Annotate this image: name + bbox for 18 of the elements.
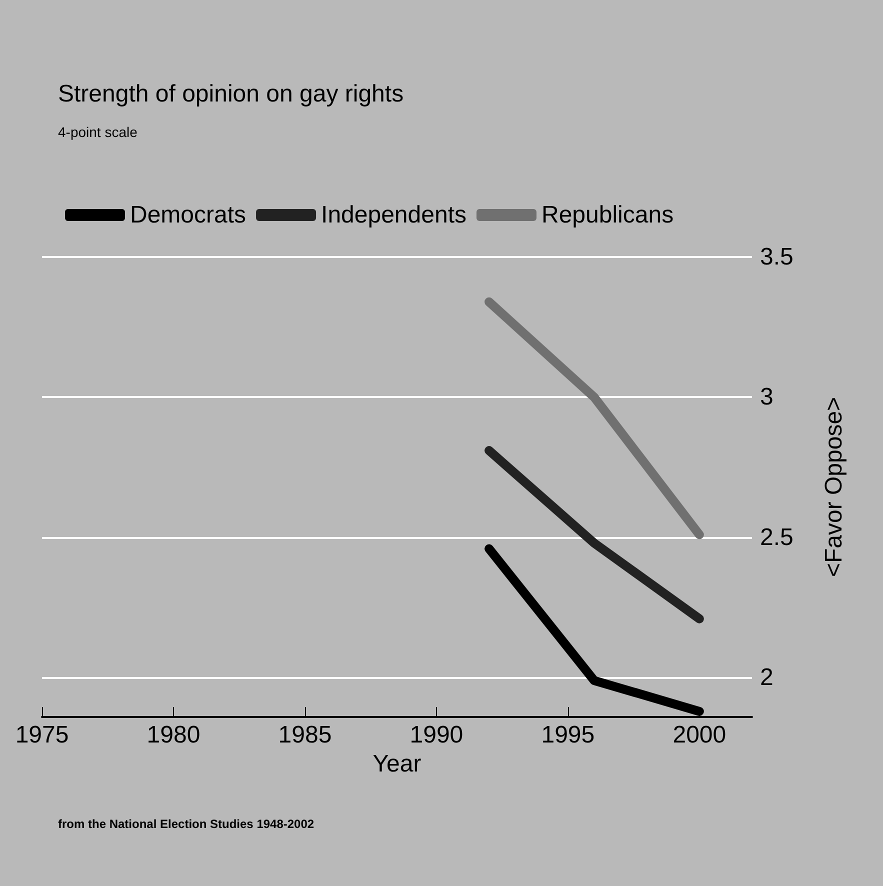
x-tick-label: 1980 <box>146 722 200 748</box>
y-tick-label: 2 <box>760 664 774 692</box>
y-tick-label: 3 <box>760 384 774 411</box>
y-tick-label: 2.5 <box>760 524 794 551</box>
legend-label: Independents <box>321 202 466 228</box>
legend-label: Democrats <box>130 202 246 228</box>
x-tick-label: 1975 <box>15 722 69 748</box>
x-tick-label: 1985 <box>278 722 332 748</box>
x-axis-title: Year <box>372 750 422 778</box>
y-axis-title: <Favor Oppose> <box>820 396 848 578</box>
x-tick-label: 2000 <box>672 722 726 748</box>
x-tick-label: 1995 <box>541 722 595 748</box>
x-tick-label: 1990 <box>410 722 464 748</box>
y-tick-label: 3.5 <box>760 244 794 270</box>
text: from the National Election Studies 1948-2002 <box>58 817 314 831</box>
chart-title: Strength of opinion on gay rights <box>58 80 404 108</box>
chart-subtitle: 4-point scale <box>58 124 138 140</box>
legend-label: Republicans <box>541 202 674 228</box>
